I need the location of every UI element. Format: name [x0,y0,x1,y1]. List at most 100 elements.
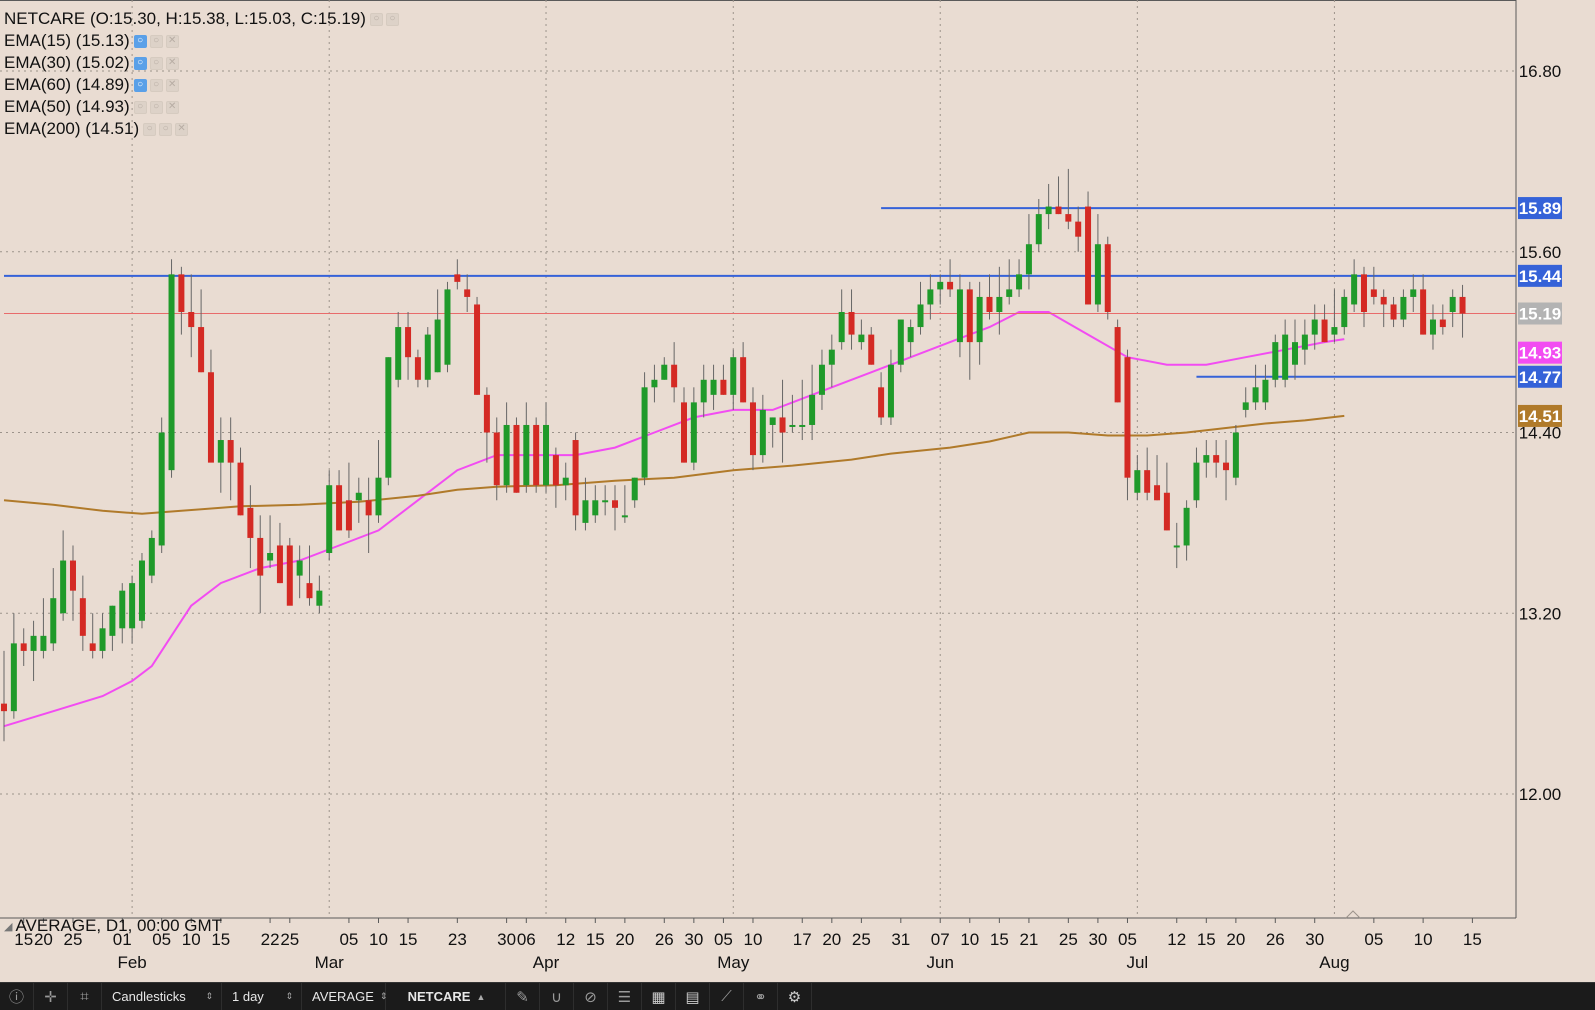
candle-down[interactable] [612,500,619,508]
candle-down[interactable] [749,402,756,456]
close-icon[interactable]: ✕ [165,78,179,92]
candle-down[interactable] [1360,274,1367,312]
candle-up[interactable] [937,281,944,290]
list-icon[interactable]: ☰ [608,983,642,1010]
candle-up[interactable] [1449,296,1456,312]
candle-up[interactable] [1203,455,1210,463]
candle-up[interactable] [1252,387,1259,403]
candle-up[interactable] [828,349,835,365]
candle-up[interactable] [789,424,796,427]
candle-down[interactable] [1144,470,1151,493]
candle-up[interactable] [621,515,628,518]
candle-up[interactable] [1242,402,1249,410]
candle-up[interactable] [1311,319,1318,335]
candle-down[interactable] [257,537,264,576]
visibility-icon[interactable]: ○ [133,78,147,92]
candle-down[interactable] [1114,327,1121,403]
candle-up[interactable] [99,628,106,651]
candle-up[interactable] [375,477,382,516]
candle-down[interactable] [336,485,343,531]
candle-up[interactable] [1045,206,1052,215]
candle-up[interactable] [956,289,963,343]
link-icon[interactable]: ⚭ [744,983,778,1010]
candle-down[interactable] [878,387,885,418]
candle-down[interactable] [198,327,205,373]
candle-down[interactable] [207,372,214,463]
candle-down[interactable] [1390,304,1397,320]
candle-up[interactable] [710,379,717,395]
candle-up[interactable] [30,635,37,651]
candle-up[interactable] [730,357,737,395]
interval-select[interactable]: 1 day ⇕ [222,983,302,1010]
candle-down[interactable] [474,304,481,395]
close-icon[interactable]: ✕ [165,34,179,48]
candle-up[interactable] [1272,342,1279,380]
candle-down[interactable] [69,560,76,591]
candle-up[interactable] [40,635,47,651]
chart-area[interactable]: 12.00 13.20 14.40 15.60 16.80 15 20 25 01 05 10 15 2… [0,0,1595,980]
scroll-handle-icon[interactable] [1345,910,1361,919]
candle-down[interactable] [1065,214,1072,222]
candle-down[interactable] [1321,319,1328,343]
candle-up[interactable] [1173,545,1180,548]
candle-down[interactable] [414,357,421,380]
candle-up[interactable] [1282,334,1289,380]
candle-up[interactable] [168,274,175,471]
settings-icon[interactable]: ○ [149,56,163,70]
settings-icon[interactable]: ○ [385,12,399,26]
candle-down[interactable] [779,417,786,433]
visibility-icon[interactable]: ○ [133,56,147,70]
candle-up[interactable] [1351,274,1358,305]
candle-down[interactable] [286,545,293,606]
candle-up[interactable] [1292,342,1299,365]
candle-up[interactable] [355,492,362,501]
settings-icon[interactable]: ○ [149,100,163,114]
candle-up[interactable] [690,402,697,463]
candle-up[interactable] [927,289,934,305]
candle-up[interactable] [700,379,707,403]
grid-icon[interactable]: ▦ [642,983,676,1010]
candle-down[interactable] [1370,289,1377,297]
gear-icon[interactable]: ⚙ [778,983,812,1010]
candle-down[interactable] [1104,244,1111,312]
candle-up[interactable] [799,424,806,427]
close-icon[interactable]: ✕ [175,122,189,136]
candle-up[interactable] [434,319,441,373]
candle-up[interactable] [50,598,57,644]
candle-up[interactable] [267,553,274,561]
candle-down[interactable] [552,455,559,486]
candle-down[interactable] [247,507,254,538]
candle-up[interactable] [759,409,766,456]
trend-icon[interactable]: ⟋ [710,983,744,1010]
candle-down[interactable] [533,424,540,486]
candle-up[interactable] [138,560,145,621]
candle-down[interactable] [1163,492,1170,531]
candle-down[interactable] [740,357,747,403]
candle-up[interactable] [641,387,648,478]
candle-down[interactable] [79,598,86,636]
candle-down[interactable] [1420,289,1427,335]
candle-down[interactable] [227,440,234,463]
candle-up[interactable] [631,477,638,501]
candle-up[interactable] [1094,244,1101,305]
candle-up[interactable] [129,583,136,629]
candle-down[interactable] [671,364,678,388]
candle-down[interactable] [89,643,96,651]
candle-up[interactable] [217,440,224,463]
candle-up[interactable] [858,334,865,343]
candle-up[interactable] [976,296,983,343]
candle-up[interactable] [996,296,1003,312]
candle-up[interactable] [661,364,668,380]
candle-up[interactable] [1006,289,1013,297]
settings-icon[interactable]: ○ [149,34,163,48]
candle-up[interactable] [543,424,550,486]
candle-down[interactable] [178,274,185,312]
candle-up[interactable] [60,560,67,614]
candle-up[interactable] [1134,470,1141,493]
candle-up[interactable] [523,424,530,486]
candle-up[interactable] [119,590,126,629]
candle-up[interactable] [1331,327,1338,335]
candle-up[interactable] [385,357,392,478]
candle-up[interactable] [907,327,914,343]
candle-up[interactable] [769,417,776,425]
